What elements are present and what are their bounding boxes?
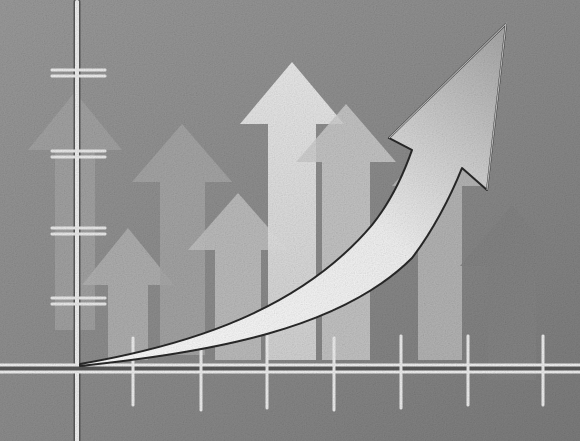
y-axis-bars: [50, 68, 107, 306]
arrow-up-icon: [460, 205, 564, 380]
arrow-up-icon: [296, 104, 396, 360]
arrow-up-icon: [188, 193, 288, 360]
arrow-up-icon: [82, 228, 174, 360]
arrow-up-icon: [240, 62, 344, 360]
arrow-up-icon: [392, 132, 488, 360]
growth-curve-arrow-icon: [79, 22, 507, 367]
x-axis-ticks: [131, 334, 545, 412]
arrow-up-icon: [132, 124, 232, 355]
